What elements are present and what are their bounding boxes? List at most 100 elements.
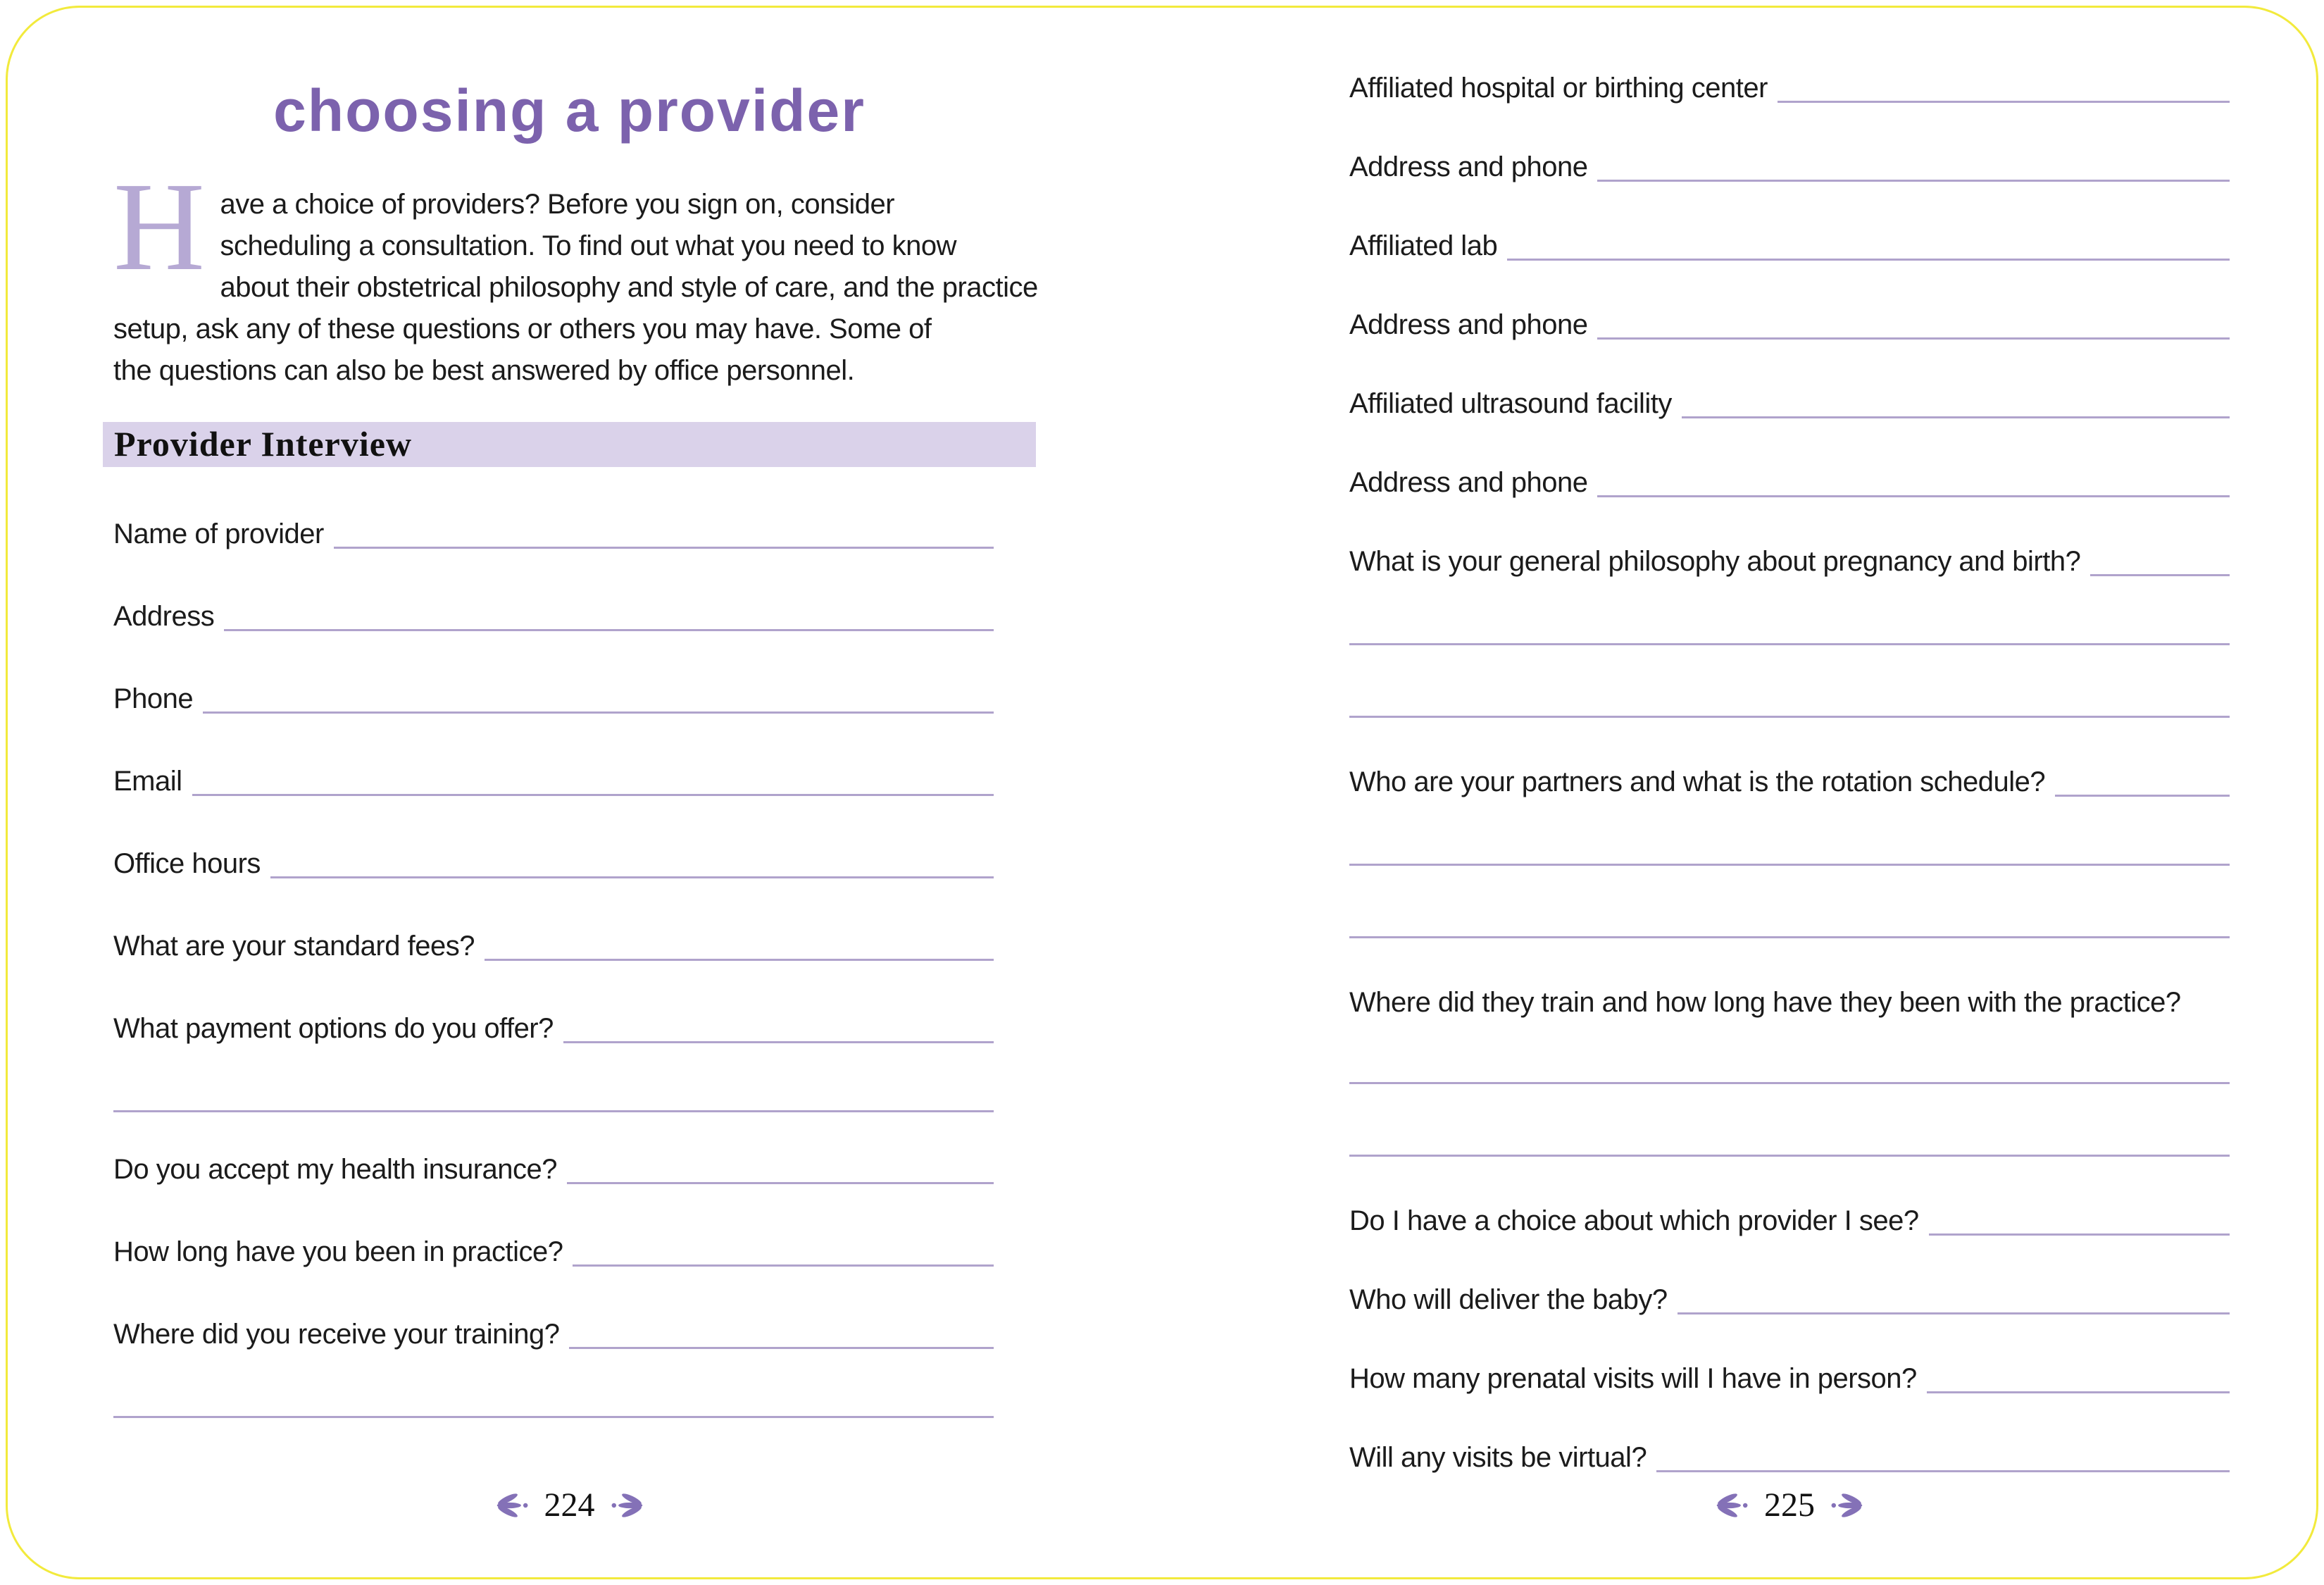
write-line[interactable]: [203, 711, 994, 714]
write-line[interactable]: [224, 629, 994, 631]
write-line[interactable]: [1349, 1082, 2230, 1084]
form-field-partner-training: Where did they train and how long have t…: [1349, 979, 2230, 1019]
write-line[interactable]: [1928, 1233, 2230, 1236]
form-field-years-in-practice: How long have you been in practice?: [113, 1229, 994, 1268]
field-label: Do you accept my health insurance?: [113, 1154, 558, 1185]
continuation-line: [1349, 680, 2230, 719]
continuation-line: [1349, 828, 2230, 867]
form-field-affiliated-lab: Affiliated lab: [1349, 223, 2230, 262]
form-field-philosophy: What is your general philosophy about pr…: [1349, 538, 2230, 578]
write-line[interactable]: [1349, 643, 2230, 645]
form-field-email: Email: [113, 758, 994, 797]
field-label: Affiliated lab: [1349, 230, 1498, 261]
intro-line: scheduling a consultation. To find out w…: [220, 230, 957, 261]
field-label: Where did you receive your training?: [113, 1319, 560, 1350]
continuation-line: [1349, 900, 2230, 940]
continuation-line: [113, 1074, 994, 1114]
write-line[interactable]: [1777, 101, 2230, 103]
write-line[interactable]: [1681, 416, 2230, 418]
continuation-line: [113, 1380, 994, 1419]
intro-line: setup, ask any of these questions or oth…: [113, 313, 932, 344]
form-field-prenatal-visits: How many prenatal visits will I have in …: [1349, 1355, 2230, 1395]
write-line[interactable]: [2055, 795, 2230, 797]
field-label: Affiliated hospital or birthing center: [1349, 73, 1768, 104]
drop-cap: H: [113, 156, 205, 297]
field-label: Who are your partners and what is the ro…: [1349, 766, 2046, 797]
page-number-right: 225: [1349, 1486, 2230, 1524]
section-header: Provider Interview: [114, 424, 413, 464]
write-line[interactable]: [573, 1264, 994, 1267]
field-label: Phone: [113, 683, 194, 714]
continuation-line: [1349, 1046, 2230, 1086]
page-number: 224: [544, 1486, 595, 1524]
write-line[interactable]: [1349, 936, 2230, 938]
write-line[interactable]: [1597, 180, 2230, 182]
write-line[interactable]: [1507, 259, 2230, 261]
form-field-address: Address: [113, 593, 994, 633]
field-label: What is your general philosophy about pr…: [1349, 546, 2081, 577]
field-label: What payment options do you offer?: [113, 1013, 554, 1044]
write-line[interactable]: [1597, 495, 2230, 497]
field-label: Address and phone: [1349, 309, 1588, 340]
write-line[interactable]: [2090, 574, 2230, 576]
field-label: How long have you been in practice?: [113, 1236, 563, 1267]
write-line[interactable]: [113, 1416, 994, 1418]
field-label: Address and phone: [1349, 151, 1588, 182]
form-field-affiliated-hospital: Affiliated hospital or birthing center: [1349, 65, 2230, 104]
continuation-line: [1349, 607, 2230, 647]
write-line[interactable]: [113, 1110, 994, 1112]
form-field-payment-options: What payment options do you offer?: [113, 1005, 994, 1045]
intro-line: the questions can also be best answered …: [113, 355, 855, 386]
write-line[interactable]: [484, 959, 994, 961]
field-label: Address and phone: [1349, 467, 1588, 498]
form-field-health-insurance: Do you accept my health insurance?: [113, 1146, 994, 1186]
field-label: Affiliated ultrasound facility: [1349, 388, 1672, 419]
field-label: Who will deliver the baby?: [1349, 1284, 1668, 1315]
intro-line: ave a choice of providers? Before you si…: [220, 189, 895, 220]
form-field-virtual-visits: Will any visits be virtual?: [1349, 1434, 2230, 1474]
page-number-left: 224: [103, 1486, 1036, 1524]
write-line[interactable]: [1677, 1312, 2230, 1314]
form-field-training: Where did you receive your training?: [113, 1311, 994, 1350]
write-line[interactable]: [1349, 716, 2230, 718]
write-line[interactable]: [1656, 1470, 2230, 1472]
form-field-office-hours: Office hours: [113, 840, 994, 880]
form-field-address-phone-1: Address and phone: [1349, 144, 2230, 183]
field-label: Will any visits be virtual?: [1349, 1442, 1647, 1473]
form-field-standard-fees: What are your standard fees?: [113, 923, 994, 962]
form-field-affiliated-ultrasound: Affiliated ultrasound facility: [1349, 380, 2230, 420]
write-line[interactable]: [333, 547, 994, 549]
form-field-address-phone-3: Address and phone: [1349, 459, 2230, 499]
fleuron-left-icon: [1716, 1493, 1748, 1517]
section-header-bar: Provider Interview: [103, 422, 1036, 467]
write-line[interactable]: [563, 1041, 994, 1043]
form-field-partners-rotation: Who are your partners and what is the ro…: [1349, 759, 2230, 798]
field-label: Where did they train and how long have t…: [1349, 987, 2181, 1018]
write-line[interactable]: [1349, 1155, 2230, 1157]
write-line[interactable]: [1597, 337, 2230, 340]
field-label: Email: [113, 766, 182, 797]
form-field-address-phone-2: Address and phone: [1349, 302, 2230, 341]
write-line[interactable]: [1349, 864, 2230, 866]
form-field-phone: Phone: [113, 676, 994, 715]
write-line[interactable]: [1926, 1391, 2230, 1393]
intro-line: about their obstetrical philosophy and s…: [220, 272, 1039, 303]
field-label: Name of provider: [113, 518, 324, 549]
fleuron-left-icon: [496, 1493, 527, 1517]
field-label: What are your standard fees?: [113, 931, 475, 962]
form-field-provider-choice: Do I have a choice about which provider …: [1349, 1198, 2230, 1237]
form-field-name-of-provider: Name of provider: [113, 511, 994, 550]
page-right: Affiliated hospital or birthing center A…: [1349, 8, 2230, 1577]
field-label: Address: [113, 601, 215, 632]
write-line[interactable]: [569, 1347, 994, 1349]
continuation-line: [1349, 1119, 2230, 1158]
fleuron-right-icon: [611, 1493, 643, 1517]
field-label: How many prenatal visits will I have in …: [1349, 1363, 1917, 1394]
write-line[interactable]: [270, 876, 994, 878]
write-line[interactable]: [567, 1182, 994, 1184]
write-line[interactable]: [192, 794, 994, 796]
field-label: Do I have a choice about which provider …: [1349, 1205, 1919, 1236]
field-label: Office hours: [113, 848, 261, 879]
